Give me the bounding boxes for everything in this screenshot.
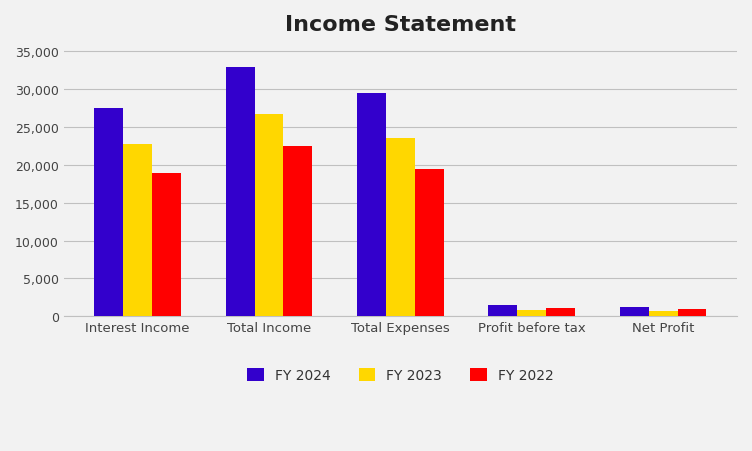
Bar [415, 170, 444, 317]
Bar [620, 308, 649, 317]
Bar [152, 173, 181, 317]
Bar [386, 138, 415, 317]
Title: Income Statement: Income Statement [285, 15, 516, 35]
Bar [255, 114, 284, 317]
Bar [94, 109, 123, 317]
Bar [488, 305, 517, 317]
Bar [357, 94, 386, 317]
Bar [649, 311, 678, 317]
Legend: FY 2024, FY 2023, FY 2022: FY 2024, FY 2023, FY 2022 [241, 362, 560, 389]
Bar [546, 308, 575, 317]
Bar [517, 311, 546, 317]
Bar [226, 68, 255, 317]
Bar [123, 144, 152, 317]
Bar [284, 147, 312, 317]
Bar [678, 309, 706, 317]
